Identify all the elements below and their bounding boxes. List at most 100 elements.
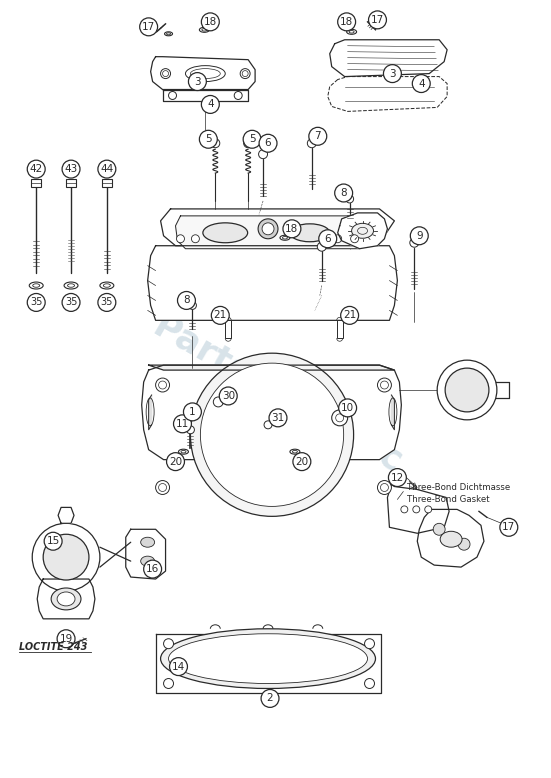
Text: 18: 18	[340, 17, 353, 27]
Circle shape	[377, 378, 391, 392]
Polygon shape	[148, 246, 397, 321]
Ellipse shape	[347, 30, 356, 34]
Circle shape	[413, 506, 420, 513]
Text: 17: 17	[371, 15, 384, 25]
Bar	[102, 179, 112, 187]
Circle shape	[262, 223, 274, 235]
Circle shape	[27, 160, 45, 178]
Text: 21: 21	[343, 310, 356, 321]
Text: 19: 19	[60, 634, 73, 643]
Circle shape	[388, 468, 406, 486]
Circle shape	[169, 92, 176, 100]
Text: 4: 4	[418, 79, 425, 89]
Circle shape	[186, 426, 195, 434]
Circle shape	[140, 18, 158, 36]
Circle shape	[283, 220, 301, 238]
Text: 17: 17	[142, 22, 155, 32]
Polygon shape	[328, 76, 447, 111]
Text: 12: 12	[391, 472, 404, 482]
Circle shape	[334, 235, 342, 243]
Circle shape	[27, 293, 45, 311]
Circle shape	[261, 689, 279, 707]
Circle shape	[307, 138, 316, 148]
Text: 21: 21	[214, 310, 227, 321]
Circle shape	[160, 68, 170, 79]
Ellipse shape	[203, 223, 247, 243]
Circle shape	[345, 195, 354, 203]
Text: 10: 10	[341, 403, 354, 413]
Polygon shape	[163, 89, 248, 101]
Circle shape	[98, 293, 116, 311]
Text: 4: 4	[207, 100, 214, 110]
Ellipse shape	[290, 224, 329, 242]
Circle shape	[240, 68, 250, 79]
Polygon shape	[149, 365, 395, 370]
Text: 17: 17	[502, 522, 515, 532]
Text: 35: 35	[65, 297, 77, 307]
Circle shape	[365, 639, 375, 649]
Text: 14: 14	[172, 661, 185, 671]
Polygon shape	[329, 40, 447, 76]
Ellipse shape	[57, 592, 75, 606]
Circle shape	[425, 506, 432, 513]
Circle shape	[383, 65, 401, 82]
Circle shape	[183, 403, 201, 421]
Text: 11: 11	[176, 419, 189, 429]
Text: 6: 6	[264, 138, 271, 149]
Circle shape	[332, 410, 348, 426]
Circle shape	[293, 453, 311, 471]
Ellipse shape	[141, 538, 155, 547]
Polygon shape	[176, 216, 370, 249]
Circle shape	[243, 130, 261, 149]
Text: LOCTITE 243: LOCTITE 243	[19, 642, 88, 652]
Circle shape	[445, 368, 489, 412]
Polygon shape	[150, 57, 255, 89]
Circle shape	[211, 138, 220, 148]
Circle shape	[319, 230, 337, 247]
Text: 8: 8	[341, 188, 347, 198]
Circle shape	[412, 75, 430, 93]
Circle shape	[191, 235, 199, 243]
Circle shape	[339, 399, 356, 417]
Text: 16: 16	[146, 564, 159, 574]
Text: 35: 35	[101, 297, 113, 307]
Ellipse shape	[64, 282, 78, 289]
Circle shape	[377, 481, 391, 495]
Text: 9: 9	[416, 231, 423, 240]
Circle shape	[258, 219, 278, 239]
Ellipse shape	[160, 629, 375, 689]
Polygon shape	[391, 395, 395, 429]
Circle shape	[201, 96, 219, 114]
Circle shape	[199, 130, 217, 149]
Ellipse shape	[199, 27, 209, 33]
Circle shape	[144, 560, 161, 578]
Ellipse shape	[165, 32, 172, 36]
Bar	[66, 179, 76, 187]
Ellipse shape	[51, 588, 81, 610]
Ellipse shape	[29, 282, 43, 289]
Circle shape	[259, 135, 277, 152]
Text: 20: 20	[295, 457, 309, 467]
Text: 1: 1	[189, 407, 196, 417]
Polygon shape	[160, 209, 395, 246]
Bar	[225, 321, 231, 338]
Circle shape	[219, 387, 237, 405]
Circle shape	[264, 421, 272, 429]
Circle shape	[433, 524, 445, 535]
Polygon shape	[149, 395, 152, 429]
Ellipse shape	[141, 556, 155, 566]
Circle shape	[309, 128, 327, 145]
Bar	[337, 321, 343, 338]
Circle shape	[437, 360, 497, 420]
Text: 44: 44	[100, 164, 114, 174]
Ellipse shape	[352, 223, 374, 238]
Text: 6: 6	[325, 233, 331, 244]
Circle shape	[338, 13, 355, 31]
Polygon shape	[417, 510, 484, 567]
Text: Three-Bond Dichtmasse: Three-Bond Dichtmasse	[407, 483, 511, 492]
Circle shape	[176, 235, 185, 243]
Text: 31: 31	[271, 413, 285, 423]
Circle shape	[44, 532, 62, 550]
Circle shape	[401, 506, 408, 513]
Circle shape	[350, 235, 359, 243]
